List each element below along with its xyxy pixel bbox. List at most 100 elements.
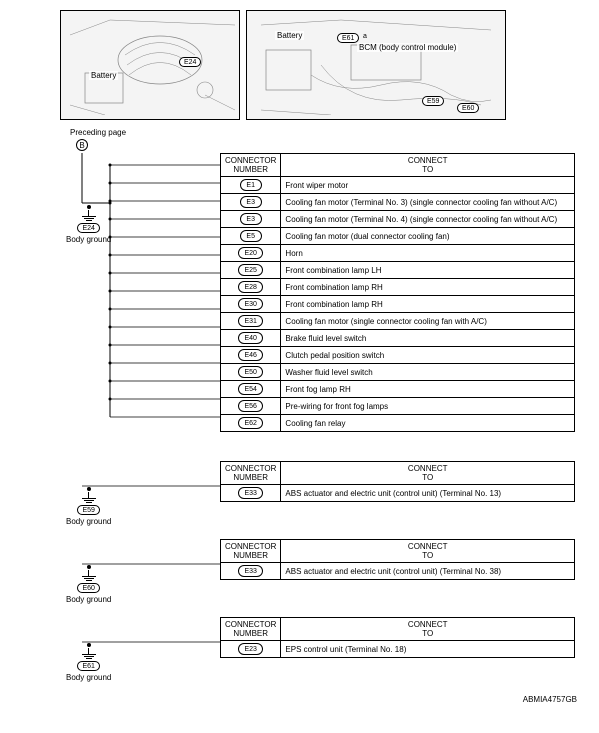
table-row: E3 Cooling fan motor (Terminal No. 3) (si… bbox=[221, 194, 575, 211]
connect-to-cell: Horn bbox=[281, 245, 575, 262]
connect-to-cell: Cooling fan relay bbox=[281, 415, 575, 432]
table-row: E31 Cooling fan motor (single connector c… bbox=[221, 313, 575, 330]
connector-oval: E50 bbox=[238, 366, 262, 378]
ground-label-2: Body ground bbox=[66, 517, 111, 526]
ground-col-4: E61 Body ground bbox=[20, 617, 220, 677]
connect-to-cell: Cooling fan motor (single connector cool… bbox=[281, 313, 575, 330]
ground-oval-e59: E59 bbox=[77, 505, 99, 515]
connector-oval: E33 bbox=[238, 565, 262, 577]
connector-number-cell: E33 bbox=[221, 485, 281, 502]
ground-symbol-3: E60 Body ground bbox=[66, 565, 111, 604]
connector-number-cell: E33 bbox=[221, 563, 281, 580]
table-row: E46 Clutch pedal position switch bbox=[221, 347, 575, 364]
oval-e24-img: E24 bbox=[179, 57, 201, 67]
connector-number-cell: E31 bbox=[221, 313, 281, 330]
table-row: E20 Horn bbox=[221, 245, 575, 262]
connector-oval: E3 bbox=[240, 196, 262, 208]
connector-oval: E25 bbox=[238, 264, 262, 276]
connector-table-4: CONNECTOR NUMBERCONNECT TO E23EPS contro… bbox=[220, 617, 575, 658]
table-row: E33ABS actuator and electric unit (contr… bbox=[221, 563, 575, 580]
connector-number-cell: E62 bbox=[221, 415, 281, 432]
connector-number-cell: E40 bbox=[221, 330, 281, 347]
connect-to-cell: Cooling fan motor (Terminal No. 4) (sing… bbox=[281, 211, 575, 228]
connector-oval: E40 bbox=[238, 332, 262, 344]
connector-number-cell: E20 bbox=[221, 245, 281, 262]
wires-2 bbox=[20, 461, 220, 521]
engine-bay-image-right: Battery BCM (body control module) E61 a … bbox=[246, 10, 506, 120]
wires-1 bbox=[20, 153, 220, 443]
ground-symbol-1: E24 Body ground bbox=[66, 205, 111, 244]
oval-e61-img: E61 bbox=[337, 33, 359, 43]
table-row: E5 Cooling fan motor (dual connector cool… bbox=[221, 228, 575, 245]
engine-sketch-left bbox=[65, 15, 235, 115]
table-row: E23EPS control unit (Terminal No. 18) bbox=[221, 641, 575, 658]
connector-number-cell: E3 bbox=[221, 211, 281, 228]
header-connect-to: CONNECT TO bbox=[281, 154, 575, 177]
top-image-row: Battery E24 Battery BCM (body control mo… bbox=[60, 10, 579, 120]
connector-oval: E5 bbox=[240, 230, 262, 242]
engine-bay-image-left: Battery E24 bbox=[60, 10, 240, 120]
table-header-row: CONNECTOR NUMBER CONNECT TO bbox=[221, 154, 575, 177]
table-row: E25 Front combination lamp LH bbox=[221, 262, 575, 279]
table-row: E33 ABS actuator and electric unit (contr… bbox=[221, 485, 575, 502]
connector-number-cell: E25 bbox=[221, 262, 281, 279]
table-row: E54 Front fog lamp RH bbox=[221, 381, 575, 398]
connect-to-cell: ABS actuator and electric unit (control … bbox=[281, 485, 575, 502]
connector-number-cell: E56 bbox=[221, 398, 281, 415]
label-battery-left: Battery bbox=[89, 71, 118, 80]
wires-4 bbox=[20, 617, 220, 677]
connector-oval: E23 bbox=[238, 643, 262, 655]
connector-oval: E1 bbox=[240, 179, 262, 191]
connect-to-cell: Front wiper motor bbox=[281, 177, 575, 194]
ground-label-4: Body ground bbox=[66, 673, 111, 682]
connect-to-cell: Brake fluid level switch bbox=[281, 330, 575, 347]
ground-label-1: Body ground bbox=[66, 235, 111, 244]
connector-oval: E20 bbox=[238, 247, 262, 259]
wires-3 bbox=[20, 539, 220, 599]
connect-to-cell: Pre-wiring for front fog lamps bbox=[281, 398, 575, 415]
table-row: E30Front combination lamp RH bbox=[221, 296, 575, 313]
connector-table-1: CONNECTOR NUMBER CONNECT TO E1 Front wipe… bbox=[220, 153, 575, 432]
connect-to-cell: Front fog lamp RH bbox=[281, 381, 575, 398]
table-row: E62 Cooling fan relay bbox=[221, 415, 575, 432]
ground-symbol-2: E59 Body ground bbox=[66, 487, 111, 526]
connector-number-cell: E28 bbox=[221, 279, 281, 296]
connect-to-cell: Front combination lamp RH bbox=[281, 279, 575, 296]
connector-number-cell: E1 bbox=[221, 177, 281, 194]
connector-number-cell: E23 bbox=[221, 641, 281, 658]
oval-e60-img: E60 bbox=[457, 103, 479, 113]
table-row: E3Cooling fan motor (Terminal No. 4) (si… bbox=[221, 211, 575, 228]
connector-oval: E46 bbox=[238, 349, 262, 361]
connect-to-cell: Front combination lamp RH bbox=[281, 296, 575, 313]
ground-col-1: E24 Body ground bbox=[20, 153, 220, 443]
connector-table-2: CONNECTOR NUMBERCONNECT TO E33ABS actuat… bbox=[220, 461, 575, 502]
ground-col-3: E60 Body ground bbox=[20, 539, 220, 599]
connect-to-cell: Clutch pedal position switch bbox=[281, 347, 575, 364]
connector-table-3: CONNECTOR NUMBERCONNECT TO E33ABS actuat… bbox=[220, 539, 575, 580]
connector-oval: E31 bbox=[238, 315, 262, 327]
label-bcm: BCM (body control module) bbox=[357, 43, 458, 52]
ground-oval-e24: E24 bbox=[77, 223, 99, 233]
section-2: E59 Body ground CONNECTOR NUMBERCONNECT … bbox=[20, 461, 579, 521]
connector-oval: E28 bbox=[238, 281, 262, 293]
ground-col-2: E59 Body ground bbox=[20, 461, 220, 521]
marker-b: B bbox=[76, 139, 88, 151]
ground-oval-e60: E60 bbox=[77, 583, 99, 593]
connect-to-cell: Cooling fan motor (dual connector coolin… bbox=[281, 228, 575, 245]
connector-oval: E56 bbox=[238, 400, 262, 412]
oval-e59-img: E59 bbox=[422, 96, 444, 106]
ground-oval-e61: E61 bbox=[77, 661, 99, 671]
table-row: E28 Front combination lamp RH bbox=[221, 279, 575, 296]
connect-to-cell: Cooling fan motor (Terminal No. 3) (sing… bbox=[281, 194, 575, 211]
table-row: E1 Front wiper motor bbox=[221, 177, 575, 194]
section-3: E60 Body ground CONNECTOR NUMBERCONNECT … bbox=[20, 539, 579, 599]
connector-oval: E54 bbox=[238, 383, 262, 395]
table-row: E56 Pre-wiring for front fog lamps bbox=[221, 398, 575, 415]
connector-number-cell: E5 bbox=[221, 228, 281, 245]
label-battery-right: Battery bbox=[275, 31, 304, 40]
connect-to-cell: Front combination lamp LH bbox=[281, 262, 575, 279]
connector-number-cell: E54 bbox=[221, 381, 281, 398]
connector-oval: E62 bbox=[238, 417, 262, 429]
connect-to-cell: Washer fluid level switch bbox=[281, 364, 575, 381]
connector-oval: E33 bbox=[238, 487, 262, 499]
